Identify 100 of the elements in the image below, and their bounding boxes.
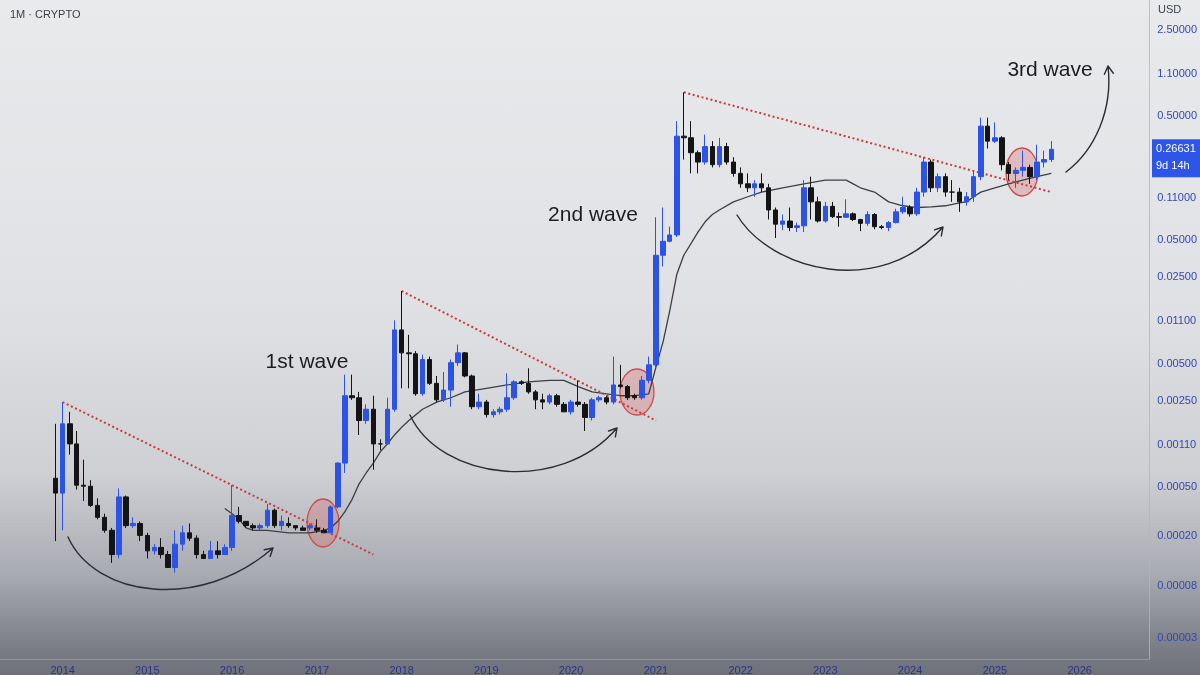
y-tick-label: 0.50000 bbox=[1157, 109, 1197, 122]
candlestick bbox=[279, 514, 284, 531]
candlestick bbox=[865, 210, 870, 227]
candlestick bbox=[130, 516, 136, 529]
y-tick-label: 0.00020 bbox=[1157, 529, 1197, 542]
candlestick bbox=[102, 513, 107, 534]
candlestick bbox=[964, 191, 969, 207]
candlestick bbox=[702, 134, 708, 166]
text: 9d 14h bbox=[1156, 159, 1190, 172]
y-tick-label: 0.05000 bbox=[1157, 233, 1197, 246]
candlestick bbox=[547, 393, 552, 405]
candlestick bbox=[872, 212, 877, 230]
candlestick bbox=[60, 401, 65, 531]
candlestick bbox=[215, 540, 221, 560]
x-tick-label: 2014 bbox=[50, 663, 75, 675]
candlestick bbox=[145, 532, 150, 560]
candlestick bbox=[787, 207, 793, 232]
candlestick bbox=[286, 516, 291, 529]
y-tick-label: 0.02500 bbox=[1157, 270, 1197, 283]
candlestick bbox=[780, 214, 785, 231]
candlestick bbox=[928, 159, 934, 193]
candlestick bbox=[116, 487, 122, 560]
candlestick bbox=[957, 187, 962, 213]
candlestick bbox=[850, 212, 856, 222]
candlestick bbox=[484, 399, 489, 418]
candlestick bbox=[1027, 164, 1033, 185]
x-tick-label: 2025 bbox=[982, 663, 1008, 675]
candlestick bbox=[992, 121, 998, 144]
candlestick bbox=[971, 169, 976, 203]
candlestick bbox=[886, 220, 891, 232]
candlestick bbox=[985, 117, 990, 150]
candlestick bbox=[293, 525, 298, 531]
candlestick bbox=[81, 459, 86, 502]
y-tick-label: 0.00003 bbox=[1157, 631, 1197, 644]
candlestick bbox=[441, 371, 446, 403]
candlestick bbox=[257, 522, 263, 531]
candlestick bbox=[399, 290, 404, 389]
candlestick bbox=[752, 179, 757, 198]
y-tick-label: 0.00008 bbox=[1157, 578, 1197, 591]
text: 1M · CRYPTO bbox=[10, 7, 81, 20]
x-tick-label: 2021 bbox=[643, 663, 669, 675]
candlestick bbox=[300, 525, 306, 531]
candlestick bbox=[88, 479, 93, 508]
candlestick bbox=[371, 395, 376, 471]
candlestick bbox=[272, 508, 277, 529]
y-tick-label: 1.10000 bbox=[1157, 67, 1197, 80]
candlestick bbox=[378, 438, 383, 451]
candlestick bbox=[879, 224, 884, 230]
candlestick bbox=[823, 201, 828, 224]
candlestick bbox=[568, 399, 574, 416]
candlestick bbox=[618, 364, 623, 389]
candlestick bbox=[717, 137, 722, 168]
x-tick-label: 2023 bbox=[813, 663, 838, 675]
candlestick bbox=[172, 529, 178, 574]
candlestick bbox=[935, 172, 941, 193]
candlestick bbox=[385, 397, 390, 445]
candlestick bbox=[724, 142, 729, 166]
candlestick bbox=[187, 522, 192, 542]
x-tick-label: 2016 bbox=[219, 663, 245, 675]
candlestick bbox=[943, 172, 948, 198]
x-tick-label: 2020 bbox=[558, 663, 584, 675]
candlestick bbox=[328, 504, 333, 534]
candlestick bbox=[759, 172, 764, 193]
candlestick bbox=[978, 117, 984, 181]
annotation: 1st wave bbox=[265, 348, 349, 372]
candlestick bbox=[180, 525, 185, 552]
candlestick bbox=[766, 183, 771, 220]
candlestick bbox=[519, 379, 524, 386]
x-tick-label: 2022 bbox=[728, 663, 753, 675]
y-tick-label: 0.00110 bbox=[1157, 437, 1197, 450]
candlestick bbox=[1049, 140, 1054, 163]
candlestick bbox=[152, 543, 157, 556]
y-tick-label: 0.00250 bbox=[1157, 393, 1197, 406]
candlestick bbox=[949, 179, 955, 203]
candlestick bbox=[53, 423, 58, 542]
candlestick bbox=[123, 495, 129, 529]
candlestick bbox=[604, 395, 609, 405]
x-tick-label: 2018 bbox=[389, 663, 414, 675]
candlestick bbox=[540, 393, 545, 410]
y-tick-label: 0.00050 bbox=[1157, 480, 1197, 493]
candlestick bbox=[427, 356, 432, 386]
candlestick bbox=[611, 356, 616, 405]
candlestick bbox=[392, 319, 397, 413]
y-tick-label: 0.01100 bbox=[1157, 314, 1197, 327]
line-series bbox=[224, 172, 1052, 534]
candlestick bbox=[194, 534, 199, 560]
candlestick bbox=[843, 198, 849, 219]
candlestick bbox=[773, 207, 778, 239]
text: 0.26631 bbox=[1156, 142, 1196, 155]
candlestick bbox=[632, 393, 637, 401]
candlestick bbox=[858, 218, 863, 232]
candlestick bbox=[420, 354, 425, 397]
x-tick-label: 2017 bbox=[304, 663, 330, 675]
candlestick bbox=[109, 527, 115, 564]
y-axis-title: USD bbox=[1158, 2, 1182, 15]
candlestick bbox=[745, 172, 751, 193]
candlestick bbox=[137, 520, 143, 542]
candlestick bbox=[265, 503, 270, 529]
annotation: 2nd wave bbox=[548, 201, 638, 225]
annotation: 3rd wave bbox=[1007, 56, 1093, 80]
